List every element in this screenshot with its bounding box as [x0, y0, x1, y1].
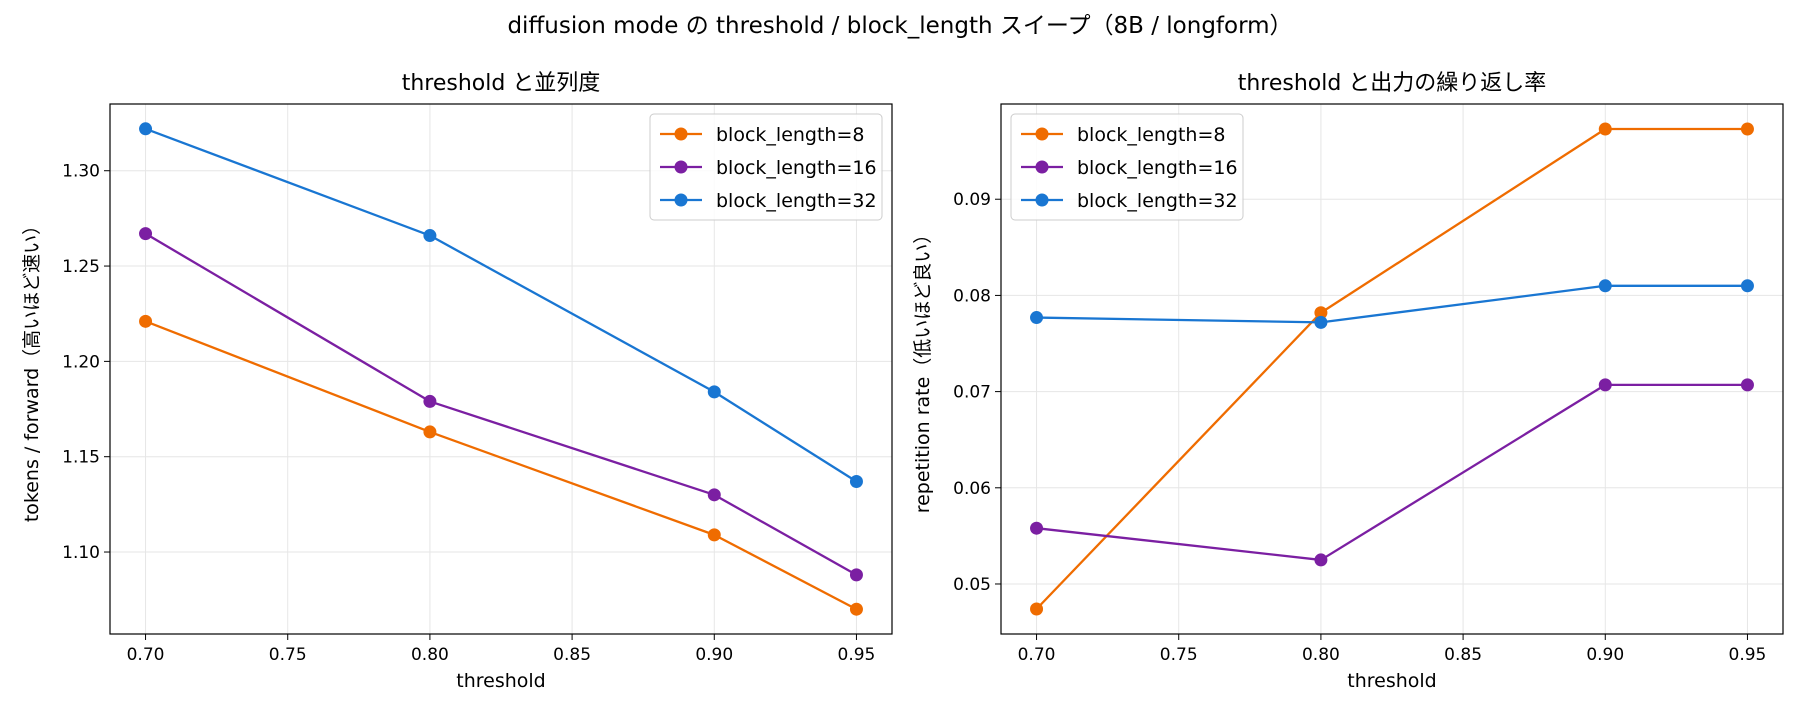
chart1-y-tick-label: 0.06 [953, 479, 991, 499]
chart0-legend-label-1: block_length=16 [716, 157, 877, 179]
chart0-series-point-0 [849, 602, 863, 616]
chart1-series-point-0 [1030, 602, 1044, 616]
chart1-series-point-2 [1740, 279, 1754, 293]
chart0-series-point-1 [423, 394, 437, 408]
chart1-axes-frame [1000, 103, 1784, 635]
chart0-y-tick-label: 1.10 [62, 543, 100, 563]
chart1-series-line-1 [1036, 383, 1748, 562]
chart1-x-tick-label: 0.75 [1160, 645, 1198, 665]
chart1-legend-marker-1 [1035, 160, 1049, 174]
chart0-series-point-2 [707, 385, 721, 399]
chart0-series-point-1 [139, 227, 153, 241]
chart0-axes-frame [109, 103, 893, 635]
chart0-y-tick-label: 1.30 [62, 162, 100, 182]
chart0-y-tick-label: 1.25 [62, 257, 100, 277]
chart1-legend-label-1: block_length=16 [1077, 157, 1238, 179]
figure-suptitle: diffusion mode の threshold / block_lengt… [507, 13, 1292, 39]
chart1-series-point-0 [1598, 122, 1612, 136]
chart1-x-tick-label: 0.90 [1586, 645, 1624, 665]
chart1-series-line-2 [1036, 284, 1748, 324]
chart1-y-tick-label: 0.09 [953, 190, 991, 210]
chart1-legend-label-0: block_length=8 [1077, 124, 1225, 146]
chart0-x-axis-label: threshold [456, 670, 545, 692]
chart-panel-left: 0.70 0.75 0.80 0.85 0.90 0.95 1.10 1.15 1.20 1.25… [21, 71, 893, 692]
chart-panel-right: 0.70 0.75 0.80 0.85 0.90 0.95 0.05 0.06 0.07 0.08… [912, 71, 1784, 692]
chart0-y-tick-label: 1.20 [62, 352, 100, 372]
chart1-legend-box [1010, 113, 1244, 221]
chart1-series-point-2 [1314, 315, 1328, 329]
chart0-legend-box [649, 113, 883, 221]
chart0-legend: block_length=8 block_length=16 block_lengt… [649, 113, 883, 221]
chart1-y-tick-label: 0.08 [953, 286, 991, 306]
chart0-series-point-2 [423, 229, 437, 243]
chart1-title: threshold と出力の繰り返し率 [1238, 71, 1547, 96]
chart0-x-tick-label: 0.75 [269, 645, 307, 665]
chart0-y-tick-label: 1.15 [62, 448, 100, 468]
chart1-y-tick-label: 0.07 [953, 383, 991, 403]
chart1-series-point-1 [1598, 378, 1612, 392]
chart1-y-axis-label: repetition rate（低いほど良い） [912, 225, 934, 514]
chart1-x-tick-label: 0.80 [1302, 645, 1340, 665]
chart1-legend: block_length=8 block_length=16 block_lengt… [1010, 113, 1244, 221]
chart1-y-tick-label: 0.05 [953, 575, 991, 595]
chart1-legend-label-2: block_length=32 [1077, 190, 1238, 212]
chart0-x-tick-label: 0.85 [553, 645, 591, 665]
chart1-legend-marker-0 [1035, 127, 1049, 141]
chart1-x-axis-label: threshold [1347, 670, 1436, 692]
chart1-series-point-2 [1030, 311, 1044, 325]
chart1-series-point-1 [1314, 553, 1328, 567]
chart1-x-tick-label: 0.85 [1444, 645, 1482, 665]
chart1-series-point-2 [1598, 279, 1612, 293]
chart0-legend-marker-0 [674, 127, 688, 141]
chart0-series-point-2 [849, 474, 863, 488]
chart0-x-tick-label: 0.90 [695, 645, 733, 665]
chart0-y-axis-label: tokens / forward（高いほど速い） [21, 216, 43, 522]
chart1-legend-marker-2 [1035, 193, 1049, 207]
chart0-x-tick-label: 0.70 [127, 645, 165, 665]
chart0-series-point-0 [423, 425, 437, 439]
chart0-x-tick-label: 0.95 [838, 645, 876, 665]
chart0-legend-marker-2 [674, 193, 688, 207]
chart1-series-line-0 [1035, 127, 1748, 610]
chart0-legend-label-2: block_length=32 [716, 190, 877, 212]
chart0-series-point-0 [139, 314, 153, 328]
chart0-series-point-1 [849, 568, 863, 582]
chart0-series-point-0 [707, 528, 721, 542]
chart1-x-tick-label: 0.70 [1018, 645, 1056, 665]
chart0-x-tick-label: 0.80 [411, 645, 449, 665]
chart0-series-line-2 [145, 127, 858, 483]
chart1-series-point-0 [1314, 306, 1328, 320]
chart1-x-tick-label: 0.95 [1729, 645, 1767, 665]
chart0-legend-label-0: block_length=8 [716, 124, 864, 146]
chart0-series-point-1 [707, 488, 721, 502]
chart1-series-point-0 [1740, 122, 1754, 136]
chart0-title: threshold と並列度 [402, 71, 601, 96]
chart0-series-point-2 [139, 122, 153, 136]
chart0-series-line-1 [144, 232, 858, 576]
chart0-series-line-0 [145, 320, 857, 611]
chart0-legend-marker-1 [674, 160, 688, 174]
chart1-series-point-1 [1740, 378, 1754, 392]
chart1-series-point-1 [1030, 521, 1044, 535]
